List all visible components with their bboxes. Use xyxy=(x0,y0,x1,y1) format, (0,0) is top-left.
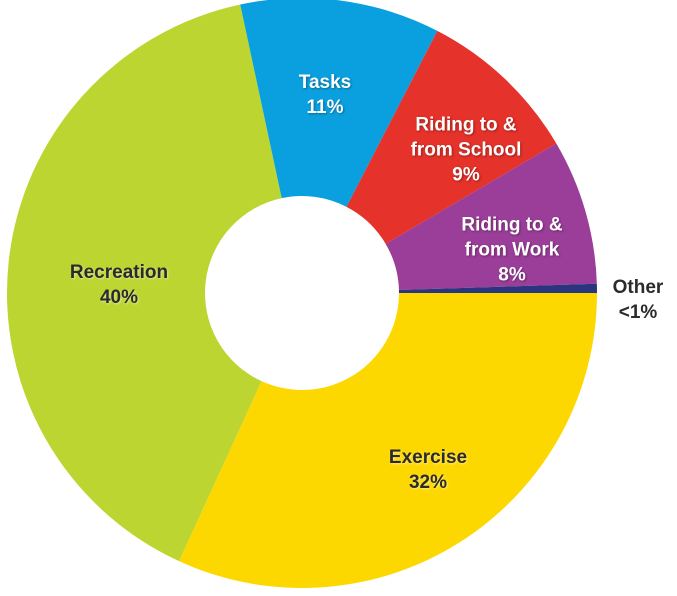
category-name: Tasks xyxy=(298,72,352,93)
category-name: Recreation xyxy=(69,262,169,283)
value-label: 9% xyxy=(452,164,480,186)
donut-segment xyxy=(385,143,597,290)
category-name: Exercise xyxy=(388,447,468,468)
category-name: Riding to & from Work xyxy=(461,214,563,261)
segment-label: Other <1% xyxy=(608,275,668,325)
segment-label: Riding to & from Work 8% xyxy=(442,213,582,288)
donut-segment xyxy=(398,283,597,293)
segment-label: Recreation 40% xyxy=(49,260,189,310)
donut-segment xyxy=(346,30,557,244)
donut-segment xyxy=(6,4,282,562)
donut-segment xyxy=(240,0,438,207)
value-label: 40% xyxy=(99,287,139,308)
value-label: 8% xyxy=(498,264,526,286)
segment-label: Exercise 32% xyxy=(358,445,498,495)
value-label: <1% xyxy=(618,302,658,323)
segment-label: Riding to & from School 9% xyxy=(396,113,536,188)
category-name: Riding to & from School xyxy=(410,114,522,161)
value-label: 32% xyxy=(408,472,448,493)
category-name: Other xyxy=(612,277,664,298)
segment-label: Tasks 11% xyxy=(280,70,370,120)
donut-segment xyxy=(179,293,597,589)
value-label: 11% xyxy=(306,97,344,118)
